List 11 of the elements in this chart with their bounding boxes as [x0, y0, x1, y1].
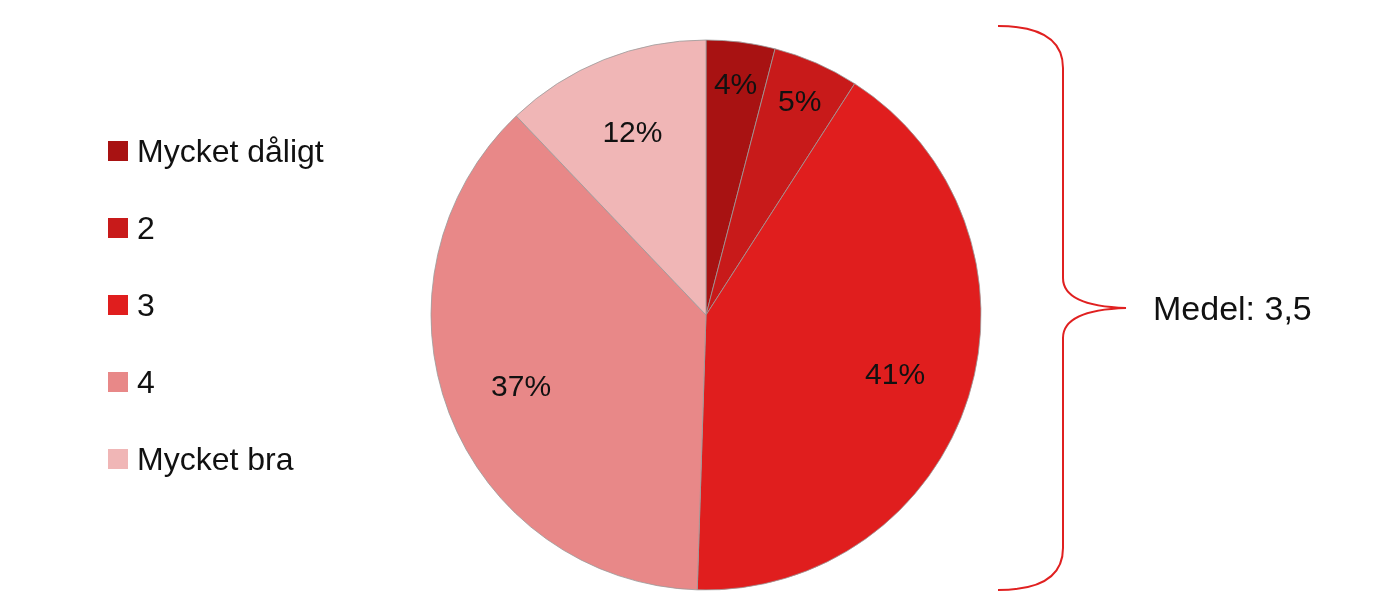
legend-label: Mycket bra	[137, 441, 294, 477]
legend-label: 3	[137, 287, 155, 323]
data-label: 5%	[778, 84, 822, 118]
data-label: 4%	[713, 66, 758, 100]
data-label: 41%	[865, 357, 926, 391]
legend-label: 4	[137, 364, 155, 400]
legend-label: Mycket dåligt	[137, 133, 324, 169]
text: Medel: 3,5	[1153, 289, 1312, 327]
legend-label: 2	[137, 210, 155, 246]
data-label: 12%	[602, 114, 663, 148]
data-label: 37%	[491, 369, 552, 403]
